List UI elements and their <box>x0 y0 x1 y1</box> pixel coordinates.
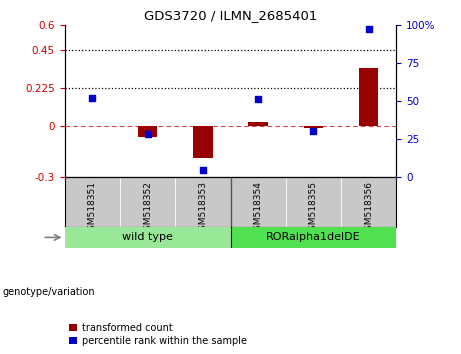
Point <box>144 132 151 137</box>
Point <box>254 97 262 102</box>
Legend: transformed count, percentile rank within the sample: transformed count, percentile rank withi… <box>70 323 247 346</box>
Point <box>310 129 317 134</box>
Text: GSM518353: GSM518353 <box>198 181 207 236</box>
Bar <box>304 126 323 128</box>
Text: genotype/variation: genotype/variation <box>2 287 95 297</box>
Point <box>199 167 207 172</box>
Text: wild type: wild type <box>122 233 173 242</box>
Text: GSM518356: GSM518356 <box>364 181 373 236</box>
Bar <box>230 227 396 248</box>
Bar <box>65 227 230 248</box>
Bar <box>138 126 157 137</box>
Text: GSM518355: GSM518355 <box>309 181 318 236</box>
Point <box>89 95 96 101</box>
Text: GSM518352: GSM518352 <box>143 181 152 236</box>
Point <box>365 27 372 32</box>
Text: RORalpha1delDE: RORalpha1delDE <box>266 233 361 242</box>
Text: GSM518351: GSM518351 <box>88 181 97 236</box>
Bar <box>359 68 378 126</box>
Text: GSM518354: GSM518354 <box>254 181 263 236</box>
Bar <box>193 126 213 158</box>
Title: GDS3720 / ILMN_2685401: GDS3720 / ILMN_2685401 <box>144 9 317 22</box>
Bar <box>248 122 268 126</box>
